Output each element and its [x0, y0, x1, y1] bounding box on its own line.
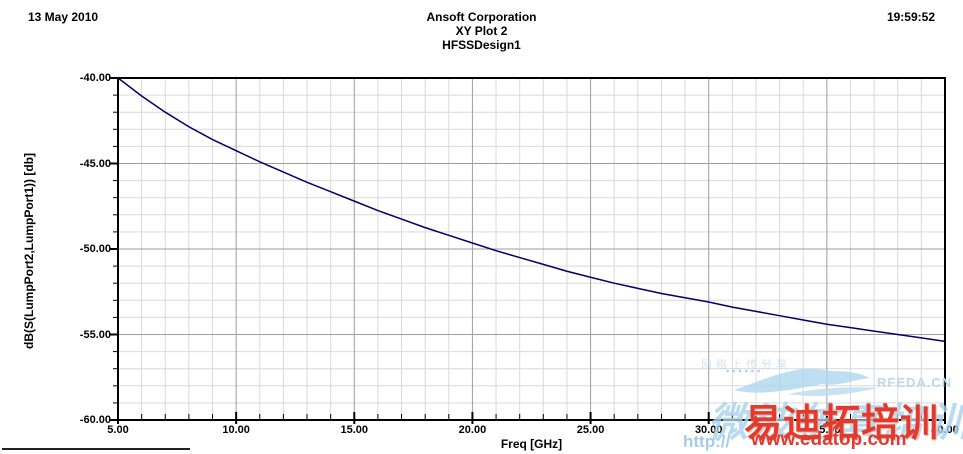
- x-tick-label: 20.00: [458, 424, 487, 436]
- watermark-http-prefix: http://: [683, 432, 731, 451]
- report-header: Ansoft Corporation XY Plot 2 HFSSDesign1: [0, 10, 963, 52]
- report-date: 13 May 2010: [28, 10, 99, 24]
- y-tick-label: -40.00: [79, 72, 111, 84]
- x-axis-title: Freq [GHz]: [500, 437, 563, 451]
- report-time: 19:59:52: [886, 10, 935, 24]
- company-name: Ansoft Corporation: [426, 10, 537, 24]
- x-tick-label: 40.00: [931, 424, 959, 436]
- watermark-brand-red: 易迪拓培训: [744, 403, 940, 445]
- watermark-squares: ▪▪▪▪▪▪: [726, 366, 764, 376]
- watermark-rfeda: RFEDA.CN: [877, 375, 953, 390]
- s-parameter-curve: [117, 77, 946, 343]
- watermark-faint-text: 网络上传分享: [701, 359, 791, 371]
- x-tick-label: 35.00: [813, 424, 841, 436]
- x-tick-label: 25.00: [576, 424, 605, 436]
- x-tick-label: 30.00: [694, 424, 723, 436]
- x-tick-label: 15.00: [340, 424, 369, 436]
- y-tick-label: -45.00: [79, 157, 111, 170]
- x-tick-label: 10.00: [222, 424, 250, 436]
- y-tick-label: -60.00: [79, 414, 111, 426]
- y-tick-label: -50.00: [79, 243, 111, 255]
- watermark-script-text: 微波仿真培训: [708, 401, 963, 445]
- watermark-url: www.edatop.com: [751, 429, 907, 450]
- plot-title: XY Plot 2: [455, 24, 508, 38]
- footer-line: [2, 448, 190, 450]
- y-tick-label: -55.00: [79, 328, 111, 341]
- design-name: HFSSDesign1: [442, 38, 521, 52]
- swallow-logo-icon: [734, 368, 878, 397]
- x-tick-label: 5.00: [107, 424, 129, 436]
